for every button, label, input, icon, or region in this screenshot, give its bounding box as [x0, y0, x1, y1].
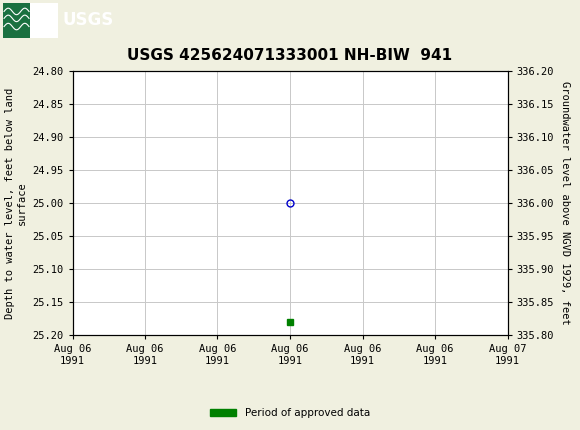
- Text: USGS: USGS: [63, 12, 114, 29]
- FancyBboxPatch shape: [3, 3, 30, 38]
- Legend: Period of approved data: Period of approved data: [206, 404, 374, 423]
- Y-axis label: Groundwater level above NGVD 1929, feet: Groundwater level above NGVD 1929, feet: [560, 81, 570, 325]
- Title: USGS 425624071333001 NH-BIW  941: USGS 425624071333001 NH-BIW 941: [128, 48, 452, 63]
- FancyBboxPatch shape: [3, 3, 58, 38]
- Y-axis label: Depth to water level, feet below land
surface: Depth to water level, feet below land su…: [5, 88, 27, 319]
